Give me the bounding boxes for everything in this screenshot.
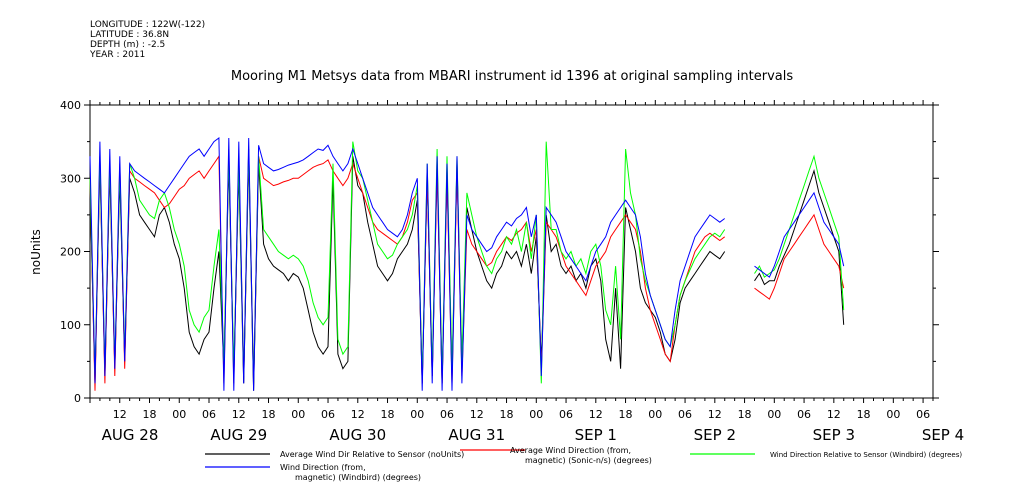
x-tick-label: 12 — [470, 408, 484, 421]
date-label: SEP 2 — [694, 426, 736, 444]
x-tick-label: 00 — [172, 408, 186, 421]
legend-label-2: magnetic) (Sonic-n/s) (degrees) — [525, 456, 652, 465]
legend-label-3: Wind Direction Relative to Sensor (Windb… — [770, 451, 962, 459]
x-tick-label: 12 — [351, 408, 365, 421]
x-tick-label: 00 — [529, 408, 543, 421]
date-label: SEP 1 — [575, 426, 617, 444]
x-tick-label: 18 — [857, 408, 871, 421]
x-tick-label: 06 — [678, 408, 692, 421]
series-line-3-segment-1 — [89, 141, 726, 384]
date-label: AUG 28 — [102, 426, 159, 444]
x-tick-label: 06 — [916, 408, 930, 421]
latitude-text: LATITUDE : 36.8N — [90, 30, 170, 40]
date-label: AUG 31 — [448, 426, 505, 444]
x-tick-label: 18 — [262, 408, 276, 421]
y-tick-label: 300 — [60, 172, 81, 185]
legend: Average Wind Dir Relative to Sensor (noU… — [205, 446, 962, 482]
y-tick-label: 0 — [74, 392, 81, 405]
date-label: AUG 30 — [329, 426, 386, 444]
x-tick-label: 12 — [589, 408, 603, 421]
x-tick-label: 12 — [708, 408, 722, 421]
x-tick-label: 06 — [797, 408, 811, 421]
y-tick-label: 400 — [60, 99, 81, 112]
series-line-1-segment-2 — [754, 169, 845, 325]
x-tick-label: 12 — [232, 408, 246, 421]
metadata-block: LONGITUDE : 122W(-122) LATITUDE : 36.8N … — [90, 20, 205, 60]
longitude-text: LONGITUDE : 122W(-122) — [90, 20, 206, 30]
x-tick-label: 00 — [410, 408, 424, 421]
x-tick-label: 18 — [381, 408, 395, 421]
legend-label-4: Wind Direction (from, — [280, 463, 366, 472]
x-tick-label: 12 — [113, 408, 127, 421]
y-tick-label: 100 — [60, 319, 81, 332]
series-layer — [89, 137, 845, 391]
x-tick-label: 18 — [619, 408, 633, 421]
x-tick-label: 06 — [321, 408, 335, 421]
x-tick-label: 18 — [500, 408, 514, 421]
x-tick-label: 12 — [827, 408, 841, 421]
x-tick-label: 18 — [143, 408, 157, 421]
series-line-1-segment-1 — [89, 156, 726, 391]
x-tick-label: 00 — [291, 408, 305, 421]
series-line-4-segment-2 — [754, 191, 845, 278]
date-label: SEP 3 — [813, 426, 855, 444]
legend-label-4: magnetic) (Windbird) (degrees) — [295, 473, 421, 482]
series-line-2-segment-1 — [89, 148, 726, 391]
legend-label-1: Average Wind Dir Relative to Sensor (noU… — [280, 450, 464, 459]
x-tick-label: 00 — [767, 408, 781, 421]
x-tick-label: 06 — [202, 408, 216, 421]
date-label: SEP 4 — [922, 426, 964, 444]
x-tick-label: 06 — [440, 408, 454, 421]
series-line-3-segment-2 — [754, 154, 845, 311]
y-tick-label: 200 — [60, 246, 81, 259]
x-tick-label: 18 — [738, 408, 752, 421]
year-text: YEAR : 2011 — [90, 50, 146, 60]
x-tick-label: 00 — [648, 408, 662, 421]
series-line-4-segment-1 — [89, 137, 726, 391]
date-label: AUG 29 — [210, 426, 267, 444]
x-tick-label: 06 — [559, 408, 573, 421]
y-axis-label: noUnits — [29, 229, 43, 275]
axis-layer: 0 100 200 300 400 12 18 00 06 12 18 00 06 12 18 00 06 12 1… — [60, 99, 964, 444]
chart-title: Mooring M1 Metsys data from MBARI instru… — [231, 69, 793, 84]
x-tick-label: 00 — [886, 408, 900, 421]
depth-text: DEPTH (m) : -2.5 — [90, 40, 166, 50]
series-line-2-segment-2 — [754, 213, 845, 300]
legend-label-2: Average Wind Direction (from, — [510, 446, 631, 455]
